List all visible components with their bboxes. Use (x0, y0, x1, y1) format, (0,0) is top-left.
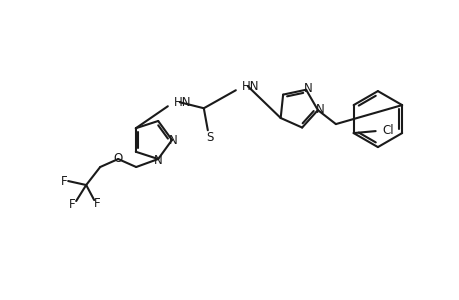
Text: F: F (61, 175, 67, 188)
Text: N: N (315, 103, 324, 116)
Text: N: N (168, 134, 177, 146)
Text: N: N (153, 154, 162, 166)
Text: O: O (113, 152, 123, 164)
Text: Cl: Cl (382, 124, 393, 136)
Text: N: N (303, 82, 312, 95)
Text: F: F (94, 196, 100, 209)
Text: F: F (69, 197, 75, 211)
Text: HN: HN (241, 80, 259, 93)
Text: HN: HN (174, 96, 191, 109)
Text: S: S (206, 131, 213, 144)
